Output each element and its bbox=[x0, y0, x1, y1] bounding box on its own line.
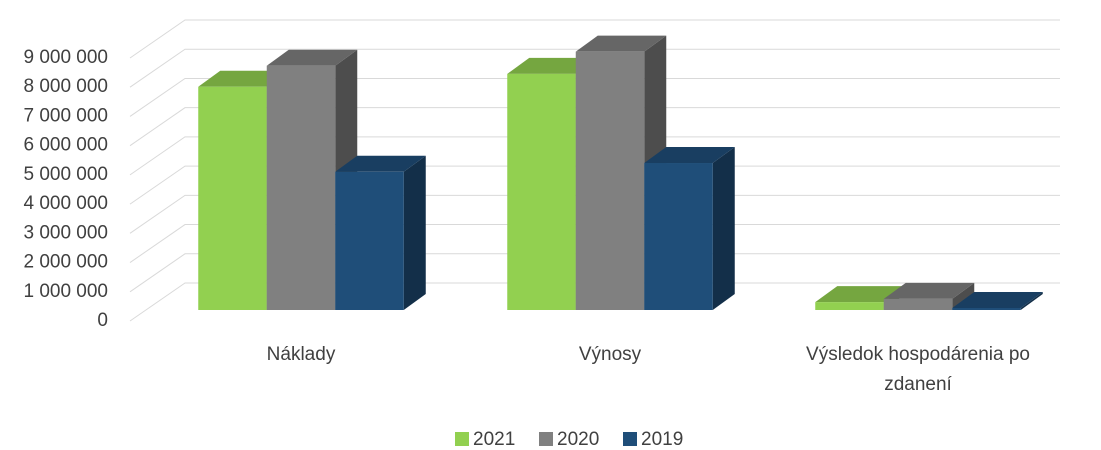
bar-top bbox=[575, 35, 667, 52]
bar-side bbox=[952, 282, 975, 310]
grid-line bbox=[129, 48, 1060, 88]
y-tick-label: 1 000 000 bbox=[23, 281, 108, 302]
bar-top bbox=[644, 147, 735, 164]
bar bbox=[644, 163, 713, 310]
bar bbox=[575, 51, 645, 310]
x-tick-label: Náklady bbox=[266, 344, 336, 365]
grid-line bbox=[129, 136, 1060, 176]
legend-swatch bbox=[455, 432, 469, 446]
legend-label: 2021 bbox=[473, 429, 515, 450]
bar-top bbox=[266, 49, 358, 66]
grid-line bbox=[129, 165, 1060, 205]
x-tick-label: Výsledok hospodárenia po zdanení bbox=[806, 344, 1030, 395]
grid-line bbox=[129, 253, 1060, 293]
y-tick-label: 9 000 000 bbox=[23, 47, 108, 68]
y-tick-label: 2 000 000 bbox=[23, 252, 108, 273]
bar bbox=[335, 171, 404, 310]
bar-top bbox=[335, 155, 426, 172]
y-tick-label: 0 bbox=[97, 310, 108, 331]
bar-side bbox=[712, 147, 735, 310]
y-tick-label: 5 000 000 bbox=[23, 164, 108, 185]
grid-line bbox=[129, 194, 1060, 234]
grid-line bbox=[129, 224, 1060, 263]
grid-line bbox=[129, 77, 1060, 117]
bar-top bbox=[883, 282, 975, 299]
bar-side bbox=[403, 155, 426, 310]
bar-top bbox=[507, 57, 598, 74]
bar bbox=[266, 65, 336, 310]
bar bbox=[815, 302, 884, 310]
grid-line bbox=[129, 107, 1060, 147]
bar bbox=[883, 298, 953, 310]
y-tick-label: 6 000 000 bbox=[23, 135, 108, 156]
bar bbox=[952, 307, 1021, 310]
y-tick-label: 7 000 000 bbox=[23, 105, 108, 126]
legend-swatch bbox=[539, 432, 553, 446]
y-tick-label: 3 000 000 bbox=[23, 222, 108, 243]
x-tick-label: Výnosy bbox=[578, 344, 642, 365]
bar-side bbox=[1020, 291, 1043, 310]
bar-top bbox=[815, 286, 906, 303]
legend-swatch bbox=[623, 432, 637, 446]
bar bbox=[507, 73, 576, 310]
bar-top bbox=[198, 70, 289, 87]
bar-top bbox=[952, 291, 1043, 308]
legend-label: 2020 bbox=[557, 429, 599, 450]
y-tick-label: 8 000 000 bbox=[23, 76, 108, 97]
grid-line bbox=[129, 282, 1060, 322]
y-tick-label: 4 000 000 bbox=[23, 193, 108, 214]
bar bbox=[198, 86, 267, 311]
grid-line bbox=[129, 19, 1060, 59]
legend-label: 2019 bbox=[641, 429, 683, 450]
